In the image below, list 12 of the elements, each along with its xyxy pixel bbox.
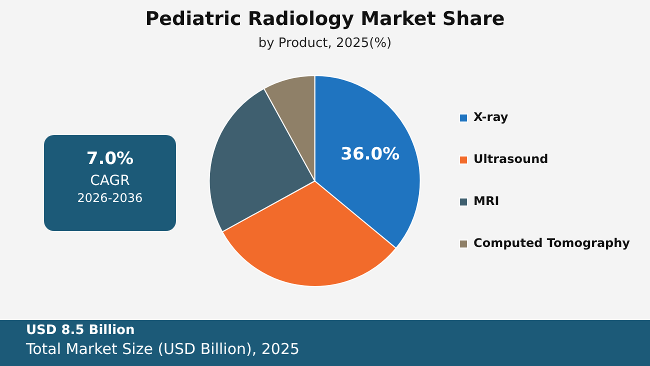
- text: 2026-2036: [76, 191, 144, 205]
- legend-label: X-ray: [474, 110, 508, 124]
- legend-label: Ultrasound: [474, 152, 548, 166]
- chart-subtitle: by Product, 2025(%): [257, 36, 393, 51]
- data-label: 36.0%: [340, 144, 400, 164]
- text: Total Market Size (USD Billion), 2025: [26, 340, 300, 358]
- legend-label: MRI: [474, 194, 500, 208]
- legend-label: Computed Tomography: [474, 236, 630, 250]
- text: 7.0%: [85, 149, 135, 169]
- text: USD 8.5 Billion: [26, 323, 135, 338]
- chart-title: Pediatric Radiology Market Share: [144, 8, 506, 30]
- text: CAGR: [89, 173, 131, 189]
